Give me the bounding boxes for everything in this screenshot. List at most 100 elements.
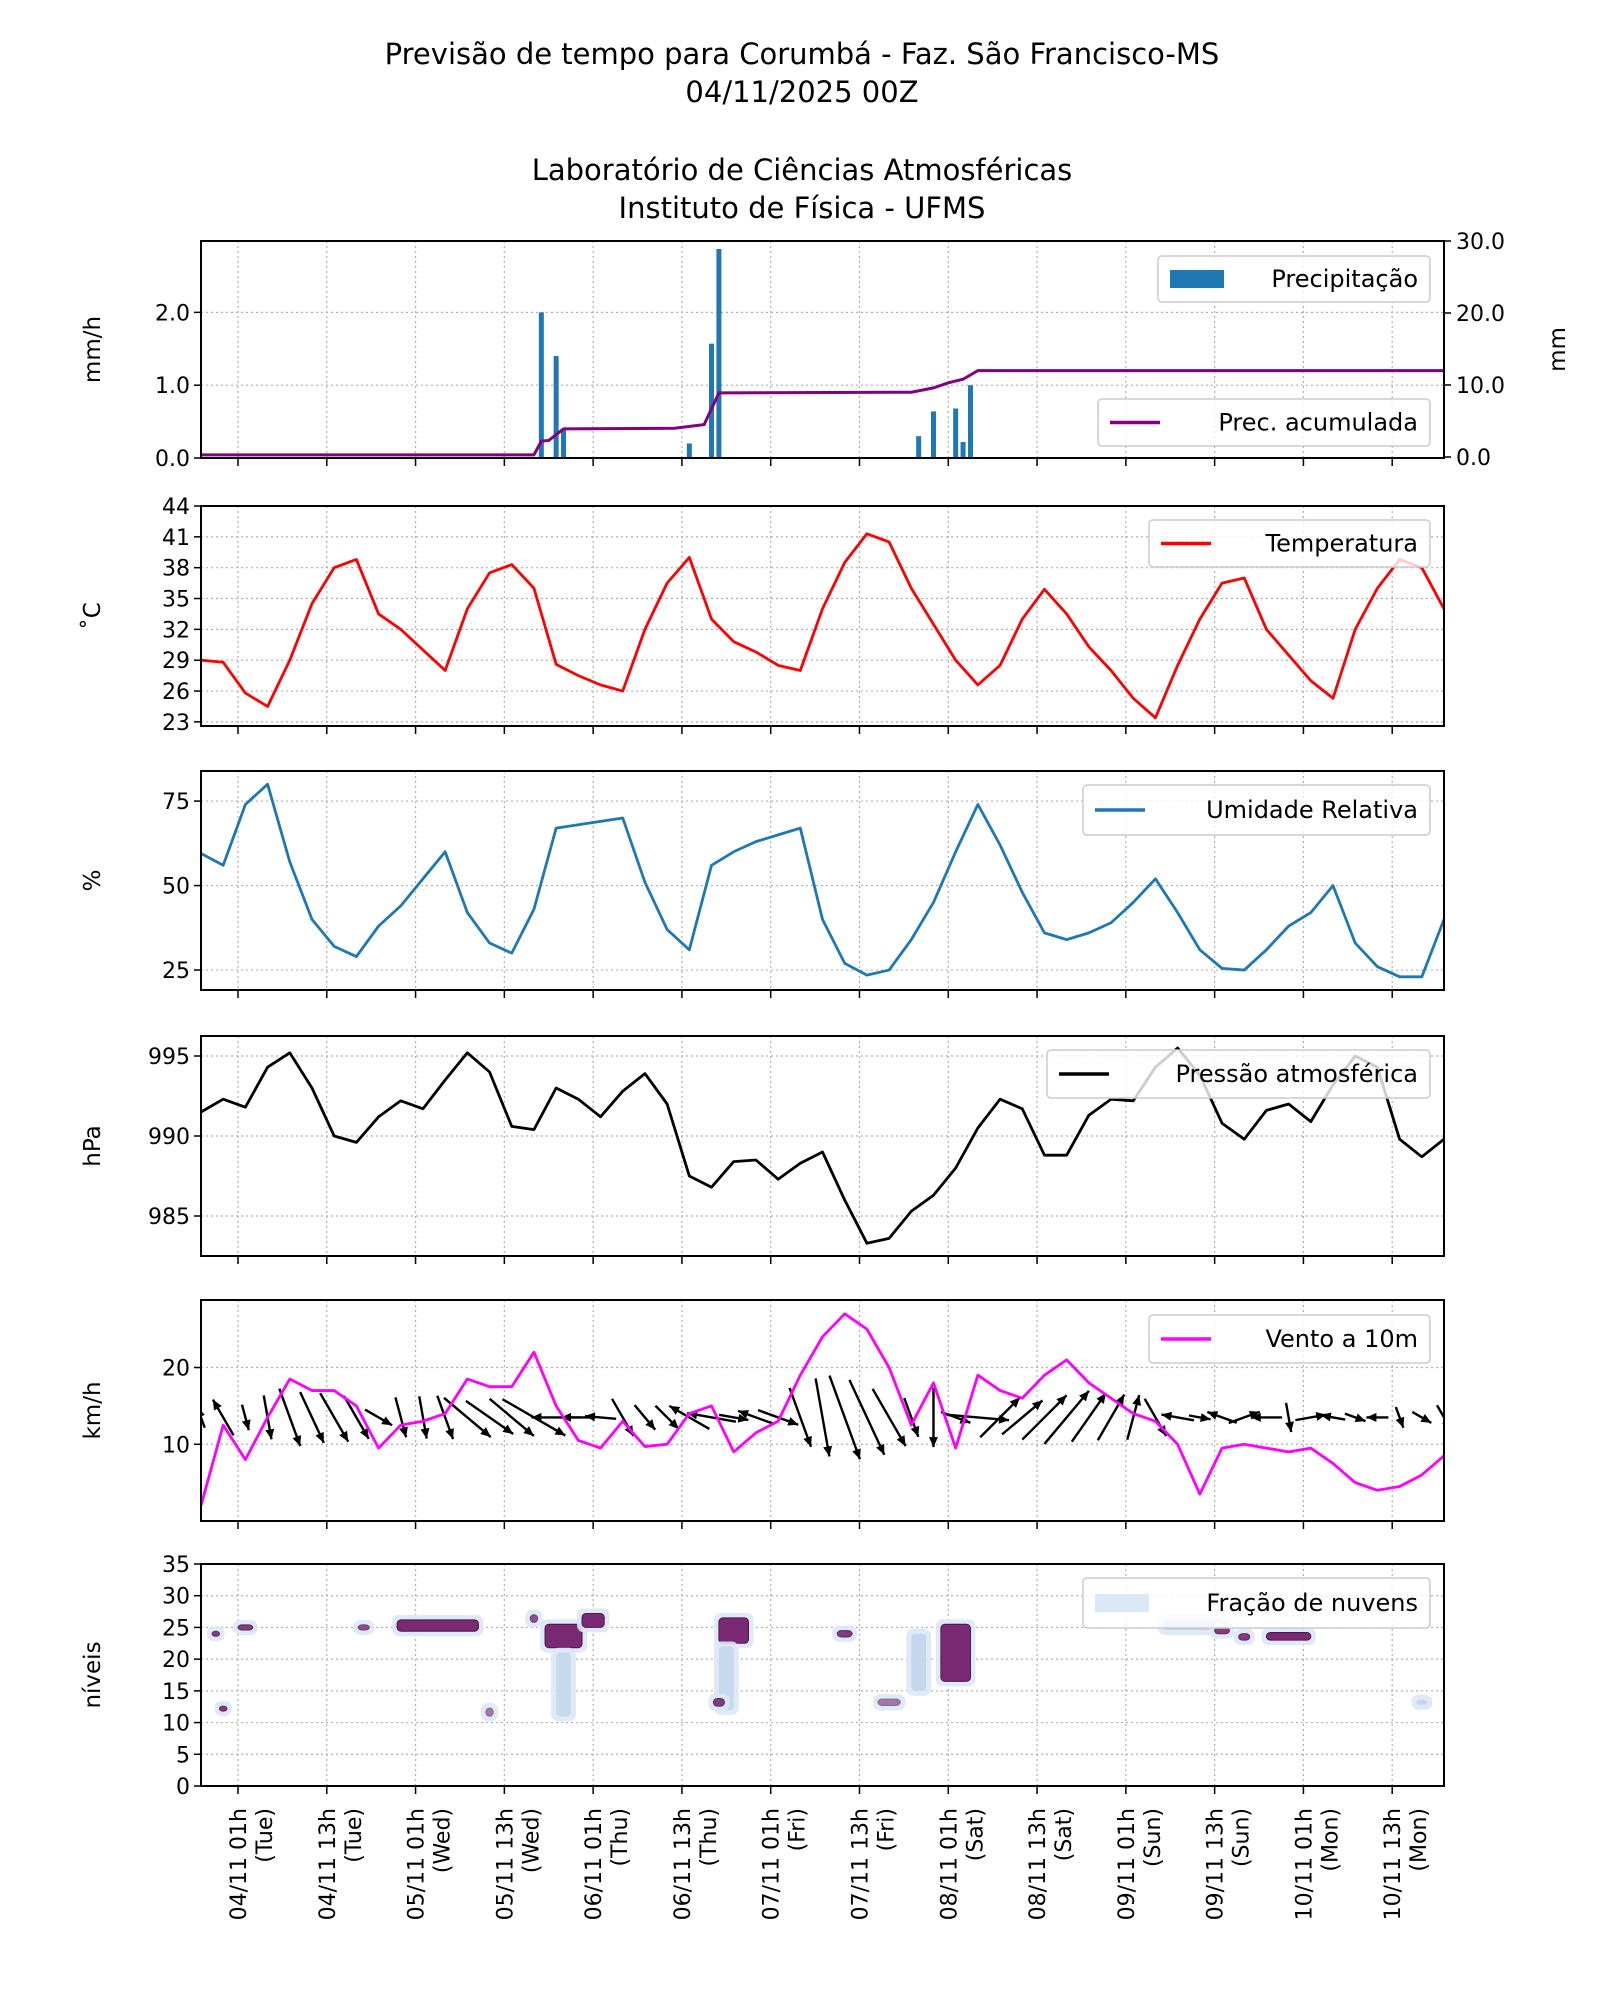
y-tick-label: 38	[162, 557, 190, 582]
wind-arrow	[364, 1408, 393, 1427]
cloud-patch	[713, 1612, 754, 1649]
y-tick-label: 26	[162, 680, 190, 705]
precip-bar	[967, 385, 973, 458]
precip-bar	[686, 443, 692, 458]
y-right-tick-label: 0.0	[1456, 446, 1491, 471]
wind-arrow	[718, 1413, 749, 1423]
cloud-patch	[232, 1619, 258, 1635]
legend-swatch	[1170, 270, 1224, 288]
temperature-panel: 23 26 29 32 35 38 41 44 ˚C Temperatura	[79, 495, 1445, 736]
x-tick-label: 06/11 01h	[582, 1808, 607, 1920]
y-tick-label: 25	[162, 1616, 190, 1641]
x-tick-day-label: (Sun)	[1141, 1808, 1166, 1867]
x-tick-day-label: (Thu)	[608, 1808, 633, 1867]
precip-bar	[930, 411, 936, 458]
y-axis-label: km/h	[80, 1381, 106, 1439]
wind-arrow	[1188, 1413, 1211, 1423]
y-tick-label: 44	[162, 495, 190, 520]
wind-arrow	[278, 1388, 302, 1447]
x-tick-day-label: (Tue)	[253, 1808, 278, 1863]
x-tick-label: 07/11 01h	[760, 1808, 785, 1920]
legend: Precipitação	[1157, 255, 1431, 303]
cloud-patch	[353, 1619, 375, 1635]
y-right-tick-label: 30.0	[1456, 230, 1505, 255]
y-tick-label: 35	[162, 1553, 190, 1578]
pressure-panel: 985 990 995 hPa Pressão atmosférica	[80, 1035, 1445, 1264]
y-right-tick-label: 10.0	[1456, 374, 1505, 399]
y-axis-label: níveis	[80, 1641, 106, 1708]
y-tick-label: 23	[162, 711, 190, 736]
y-tick-label: 995	[148, 1045, 190, 1070]
legend-label: Fração de nuvens	[1206, 1589, 1418, 1617]
wind-arrow	[814, 1378, 833, 1457]
cloud-patch	[551, 1647, 576, 1722]
x-axis-labels: 04/11 01h (Tue) 04/11 13h (Tue) 05/11 01h (We…	[227, 1808, 1432, 1920]
plot-area	[201, 249, 1444, 458]
x-tick-label: 08/11 01h	[937, 1808, 962, 1920]
cloud-patch	[525, 1609, 543, 1628]
cloud-patch	[577, 1608, 610, 1633]
legend: Pressão atmosférica	[1046, 1049, 1431, 1099]
y-tick-label: 75	[162, 790, 190, 815]
precipitation-panel: 0.0 1.0 2.0 mm/h 0.0 10.0 20.0 30.0 mm Precipitaç…	[80, 230, 1571, 472]
legend: Prec. acumulada	[1097, 398, 1431, 447]
wind-panel: 10 20 km/h Vento a 10m	[80, 1299, 1445, 1529]
y-tick-label: 41	[162, 526, 190, 551]
precip-bar	[709, 343, 715, 458]
precip-bar	[953, 408, 959, 458]
legend: Umidade Relativa	[1082, 784, 1431, 836]
axes-frame	[200, 770, 1445, 991]
y-tick-label: 32	[162, 618, 190, 643]
cloud-patch	[906, 1628, 932, 1696]
y-tick-label: 20	[162, 1357, 190, 1382]
plot-area	[201, 532, 1444, 720]
precip-bar	[561, 430, 567, 458]
wind-arrow	[737, 1409, 775, 1426]
x-tick-label: 04/11 01h	[227, 1808, 252, 1920]
legend-swatch	[1095, 1594, 1149, 1612]
wind-arrow	[1001, 1399, 1044, 1436]
precip-accum-line	[201, 369, 1444, 457]
x-tick-day-label: (Thu)	[697, 1808, 722, 1867]
precip-bar	[960, 441, 966, 458]
y-tick-label: 29	[162, 649, 190, 674]
precip-bar	[553, 356, 559, 458]
wind-arrow	[465, 1399, 514, 1435]
cloud-patch	[214, 1701, 232, 1717]
cloud-patch	[480, 1702, 499, 1722]
legend-label: Pressão atmosférica	[1175, 1060, 1418, 1088]
cloud-patch	[540, 1619, 588, 1653]
wind-arrow	[240, 1404, 251, 1431]
x-tick-day-label: (Fri)	[874, 1808, 899, 1851]
y-tick-label: 50	[162, 875, 190, 900]
wind-arrow	[299, 1391, 325, 1444]
wind-arrow	[1070, 1392, 1107, 1443]
wind-arrow	[1394, 1406, 1405, 1429]
wind-arrow	[1411, 1410, 1432, 1424]
wind-arrow	[1320, 1412, 1346, 1422]
plot-area	[201, 782, 1444, 979]
y-tick-label: 30	[162, 1585, 190, 1610]
y-tick-label: 0.0	[155, 447, 190, 472]
wind-arrow	[1250, 1412, 1283, 1422]
legend-label: Vento a 10m	[1265, 1325, 1418, 1353]
wind-arrow	[979, 1396, 1021, 1439]
legend: Fração de nuvens	[1082, 1577, 1431, 1629]
wind-arrow	[871, 1388, 907, 1447]
plot-area	[201, 1046, 1444, 1245]
title-line-2: 04/11/2025 00Z	[685, 75, 918, 109]
y-tick-label: 1.0	[155, 374, 190, 399]
x-tick-day-label: (Tue)	[342, 1808, 367, 1863]
title-line-4: Instituto de Física - UFMS	[619, 191, 986, 225]
y-tick-label: 35	[162, 588, 190, 613]
wind-arrow	[928, 1387, 938, 1448]
wind-arrow	[211, 1398, 235, 1436]
wind-arrow	[319, 1392, 350, 1443]
axes-frame	[200, 505, 1445, 727]
x-tick-label: 09/11 01h	[1115, 1808, 1140, 1920]
x-tick-day-label: (Wed)	[431, 1808, 456, 1873]
x-tick-label: 08/11 13h	[1026, 1808, 1051, 1920]
wind-arrow	[828, 1375, 862, 1460]
wind-arrow	[488, 1397, 535, 1437]
y-tick-label: 5	[176, 1743, 190, 1768]
